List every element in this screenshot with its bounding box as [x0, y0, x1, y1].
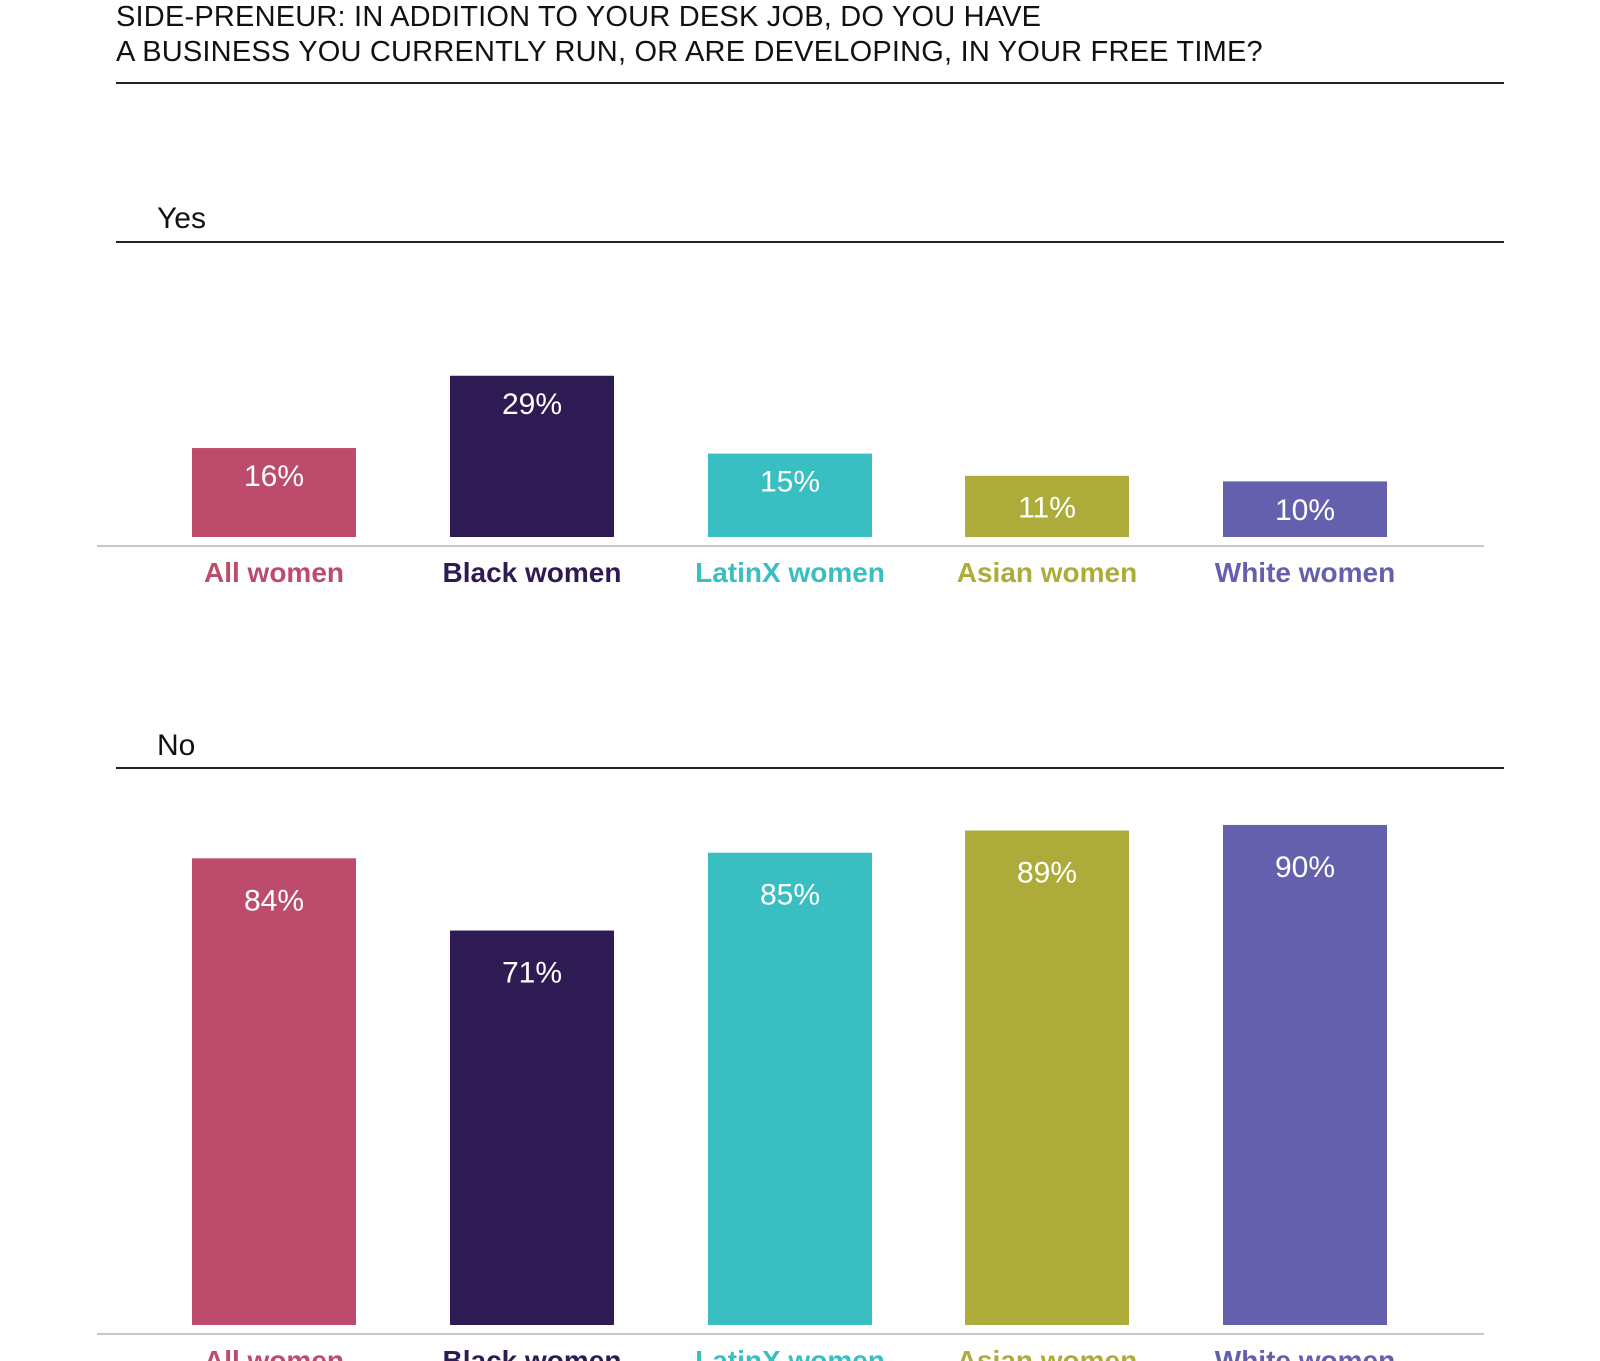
- chart-title: SIDE-PRENEUR: IN ADDITION TO YOUR DESK J…: [116, 0, 1496, 70]
- bar-no-latinx-women: [708, 852, 872, 1325]
- bar-no-white-women: [1223, 824, 1387, 1325]
- category-label-no-asian-women: Asian women: [957, 1345, 1137, 1361]
- section-label-yes: Yes: [157, 202, 206, 235]
- category-label-no-latinx-women: LatinX women: [695, 1345, 885, 1361]
- category-label-yes-black-women: Black women: [443, 557, 622, 588]
- value-label-yes-asian-women: 11%: [1018, 491, 1076, 524]
- bar-yes-asian-women: [965, 475, 1129, 537]
- bar-yes-white-women: [1223, 481, 1387, 537]
- value-label-yes-latinx-women: 15%: [760, 466, 820, 499]
- value-label-no-latinx-women: 85%: [760, 879, 820, 912]
- value-label-no-white-women: 90%: [1275, 851, 1335, 884]
- category-label-yes-white-women: White women: [1215, 557, 1395, 588]
- category-label-no-white-women: White women: [1215, 1345, 1395, 1361]
- value-label-no-asian-women: 89%: [1017, 857, 1077, 890]
- category-label-yes-asian-women: Asian women: [957, 557, 1137, 588]
- category-label-no-all-women: All women: [204, 1345, 344, 1361]
- bar-yes-all-women: [192, 448, 356, 537]
- value-label-no-black-women: 71%: [502, 957, 562, 990]
- bar-yes-latinx-women: [708, 453, 872, 537]
- value-label-yes-black-women: 29%: [502, 388, 562, 421]
- bar-no-all-women: [192, 858, 356, 1325]
- category-label-yes-latinx-women: LatinX women: [695, 557, 885, 588]
- section-label-no: No: [157, 729, 195, 762]
- chart-title-line-1: SIDE-PRENEUR: IN ADDITION TO YOUR DESK J…: [116, 1, 1042, 33]
- category-label-no-black-women: Black women: [443, 1345, 622, 1361]
- value-label-yes-white-women: 10%: [1275, 494, 1335, 527]
- bar-yes-black-women: [450, 375, 614, 537]
- bar-no-asian-women: [965, 830, 1129, 1325]
- value-label-no-all-women: 84%: [244, 884, 304, 917]
- value-label-yes-all-women: 16%: [244, 460, 304, 493]
- category-label-yes-all-women: All women: [204, 557, 344, 588]
- bar-no-black-women: [450, 930, 614, 1325]
- chart-title-line-2: A BUSINESS YOU CURRENTLY RUN, OR ARE DEV…: [116, 36, 1263, 68]
